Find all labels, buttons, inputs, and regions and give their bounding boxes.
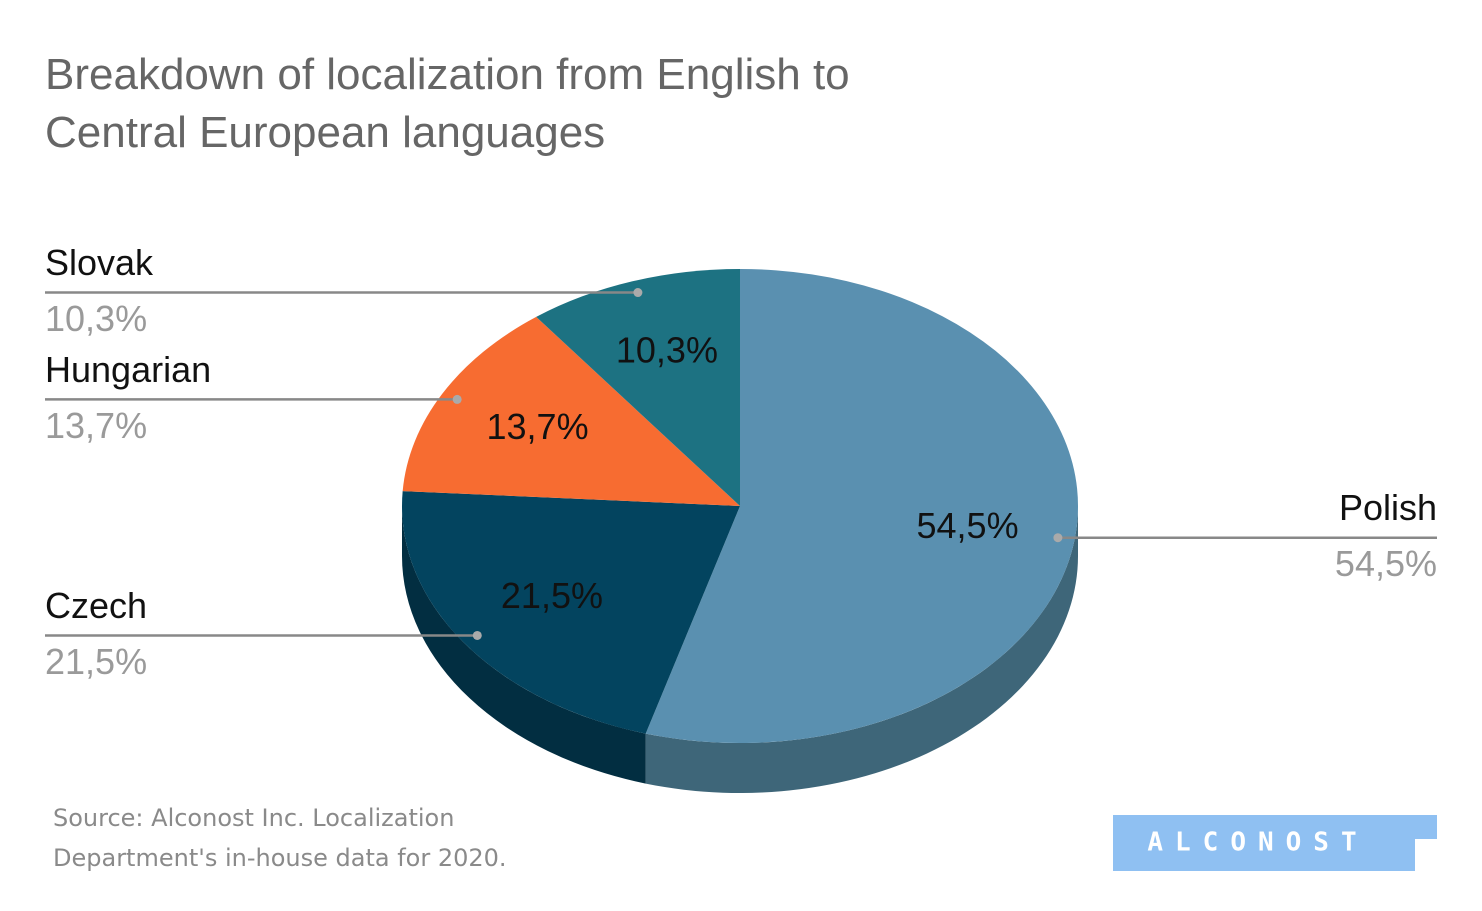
legend-name: Slovak xyxy=(45,242,154,283)
legend-name: Hungarian xyxy=(45,349,211,390)
legend-name: Czech xyxy=(45,585,147,626)
slice xyxy=(645,269,1079,744)
slice-label: 21,5% xyxy=(501,575,603,616)
legend-value: 13,7% xyxy=(45,405,147,446)
source-note: Source: Alconost Inc. Localization Depar… xyxy=(53,804,507,872)
slice xyxy=(536,269,740,506)
logo-box xyxy=(1113,815,1415,871)
leader-dot xyxy=(1053,533,1063,543)
slice-side xyxy=(645,506,1078,793)
logo-notch xyxy=(1415,815,1437,839)
slice xyxy=(402,316,740,506)
legend-value: 54,5% xyxy=(1335,543,1437,584)
slice-side xyxy=(402,506,646,784)
slice-label: 13,7% xyxy=(487,406,589,447)
legend-value: 21,5% xyxy=(45,641,147,682)
legend-value: 10,3% xyxy=(45,298,147,339)
logo: ALCONOST xyxy=(1147,828,1368,858)
slice-label: 54,5% xyxy=(917,505,1019,546)
slice-label: 10,3% xyxy=(616,330,718,371)
leader-dot xyxy=(452,394,462,404)
leader-dot xyxy=(472,630,482,640)
legend-name: Polish xyxy=(1339,487,1437,528)
slice xyxy=(401,491,740,734)
leader-dot xyxy=(633,288,643,298)
chart-title: Breakdown of localization from English t… xyxy=(45,50,850,157)
